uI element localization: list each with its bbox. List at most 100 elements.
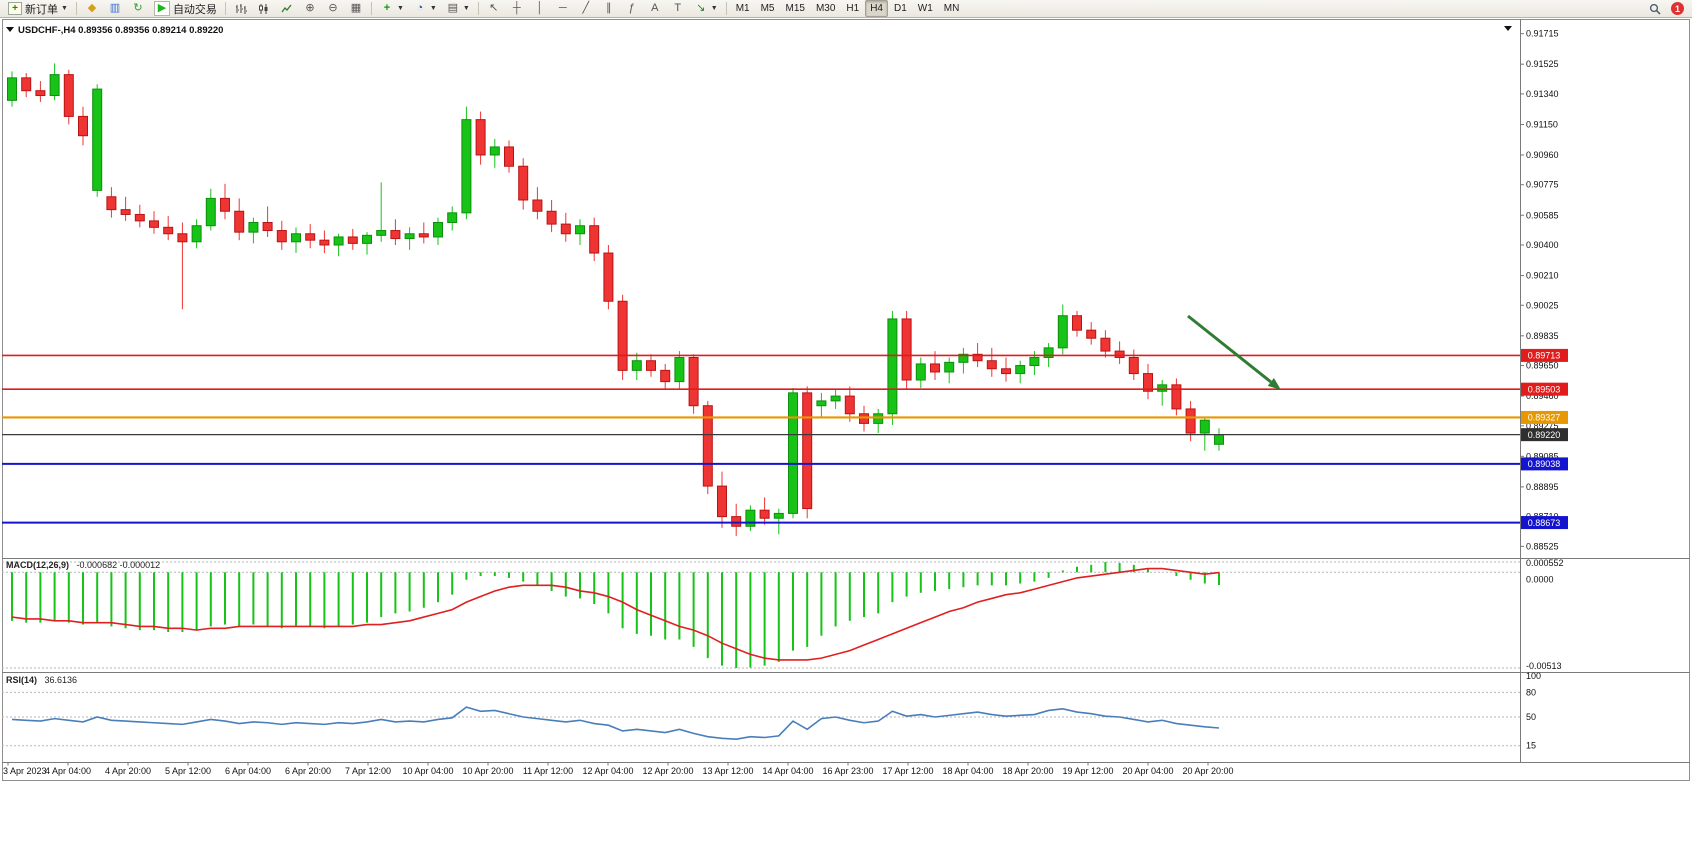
trendline-icon: ╱ (582, 2, 590, 14)
diamond-icon: ◆ (87, 2, 97, 14)
candle (92, 88, 103, 191)
search-icon (1648, 2, 1662, 15)
text-label-button[interactable]: T (667, 0, 689, 17)
price-tick: 0.89835 (1526, 331, 1559, 341)
timeframe-h1-button[interactable]: H1 (846, 3, 860, 14)
candle (106, 196, 117, 211)
macd-axis-max: 0.000552 (1526, 558, 1564, 568)
timeframe-m15-button[interactable]: M15 (785, 3, 805, 14)
timeframe-d1-button[interactable]: D1 (894, 3, 907, 14)
fibonacci-button[interactable]: ƒ (621, 0, 643, 17)
text-button[interactable]: A (644, 0, 666, 17)
candle (844, 395, 855, 415)
candle (830, 395, 841, 402)
candle (1185, 408, 1196, 434)
zoom-in-button[interactable]: ⊕ (299, 0, 321, 17)
vertical-line-icon: │ (536, 2, 544, 14)
candle (1128, 357, 1139, 375)
metaeditor-button[interactable]: ◆ (81, 0, 103, 17)
main-price-pane[interactable] (2, 19, 1520, 559)
channel-button[interactable]: ∥ (598, 0, 620, 17)
crosshair-button[interactable]: ┼ (506, 0, 528, 17)
zoom-out-button[interactable]: ⊖ (322, 0, 344, 17)
tile-windows-button[interactable]: ▦ (345, 0, 367, 17)
time-axis-label: 20 Apr 04:00 (1122, 766, 1173, 776)
refresh-button[interactable]: ↻ (127, 0, 149, 17)
autotrading-button[interactable]: ▶ 自动交易 (150, 0, 221, 17)
candle (291, 233, 301, 243)
candle (489, 146, 500, 156)
candle (276, 230, 287, 243)
arrows-button[interactable]: ↘ ▼ (690, 0, 722, 17)
time-axis[interactable] (2, 763, 1690, 782)
trend-arrow[interactable] (1187, 314, 1272, 384)
price-tick: 0.89085 (1526, 451, 1559, 461)
rsi-axis-label: 15 (1526, 741, 1536, 751)
cursor-button[interactable]: ↖ (483, 0, 505, 17)
candle (163, 226, 174, 235)
trendline-button[interactable]: ╱ (575, 0, 597, 17)
time-axis-label: 20 Apr 20:00 (1182, 766, 1233, 776)
candle (589, 225, 600, 254)
timeframe-m1-button[interactable]: M1 (735, 3, 750, 14)
refresh-icon: ↻ (133, 2, 143, 14)
symbol-dropdown-icon[interactable] (6, 27, 14, 32)
search-button[interactable] (1644, 0, 1666, 17)
candle (688, 357, 699, 407)
candle (1171, 384, 1182, 410)
timeframe-m5-button[interactable]: M5 (760, 3, 775, 14)
scroll-to-end-icon[interactable] (1504, 26, 1512, 31)
price-badge (1521, 516, 1568, 530)
candle (546, 210, 557, 225)
rsi-name: RSI(14) (6, 675, 38, 685)
candle (1143, 373, 1153, 392)
price-tick: 0.89275 (1526, 421, 1559, 431)
macd-name: MACD(12,26,9) (6, 560, 70, 570)
candle (333, 236, 344, 246)
line-chart-button[interactable] (276, 0, 298, 17)
toolbar-separator (725, 2, 727, 15)
candlestick-button[interactable] (253, 0, 275, 17)
timeframe-m30-button[interactable]: M30 (815, 3, 836, 14)
rsi-value: 36.6136 (44, 675, 78, 685)
notifications-button[interactable]: 1 (1667, 0, 1688, 17)
price-badge (1521, 410, 1568, 424)
candle (717, 485, 727, 518)
timeframe-mn-button[interactable]: MN (943, 3, 960, 14)
zoom-out-icon: ⊖ (328, 2, 338, 14)
periods-button[interactable]: ◔ ▼ (409, 0, 441, 17)
vertical-line-button[interactable]: │ (529, 0, 551, 17)
time-axis-label: 6 Apr 04:00 (225, 766, 271, 776)
candle (134, 213, 145, 222)
new-order-icon: + (8, 2, 22, 15)
horizontal-line-button[interactable]: ─ (552, 0, 574, 17)
price-badge-text: 0.89503 (1528, 384, 1561, 394)
candle (475, 119, 486, 156)
rsi-pane[interactable] (2, 673, 1520, 763)
macd-signal-line (11, 567, 1220, 661)
new-order-button[interactable]: + 新订单 ▼ (4, 0, 72, 17)
candle (575, 225, 585, 235)
candlestick-icon (257, 2, 271, 15)
chevron-down-icon: ▼ (710, 5, 718, 12)
timeframe-w1-button[interactable]: W1 (917, 3, 933, 14)
data-window-button[interactable]: ▥ (104, 0, 126, 17)
candle (35, 90, 46, 97)
time-axis-label: 17 Apr 12:00 (882, 766, 933, 776)
timeframe-h4-button[interactable]: H4 (865, 0, 888, 17)
candle (816, 400, 827, 407)
candle (617, 300, 628, 371)
templates-button[interactable]: ▤ ▼ (442, 0, 474, 17)
indicators-button[interactable]: + ▼ (376, 0, 408, 17)
time-axis-label: 16 Apr 23:00 (822, 766, 873, 776)
price-tick: 0.90775 (1526, 180, 1559, 190)
candle (1057, 315, 1068, 349)
macd-pane[interactable] (2, 559, 1520, 673)
price-axis[interactable] (1520, 19, 1690, 763)
candle (191, 225, 202, 243)
macd-axis-min: -0.00513 (1526, 661, 1562, 671)
bar-chart-button[interactable] (230, 0, 252, 17)
time-axis-label: 11 Apr 12:00 (523, 766, 573, 776)
